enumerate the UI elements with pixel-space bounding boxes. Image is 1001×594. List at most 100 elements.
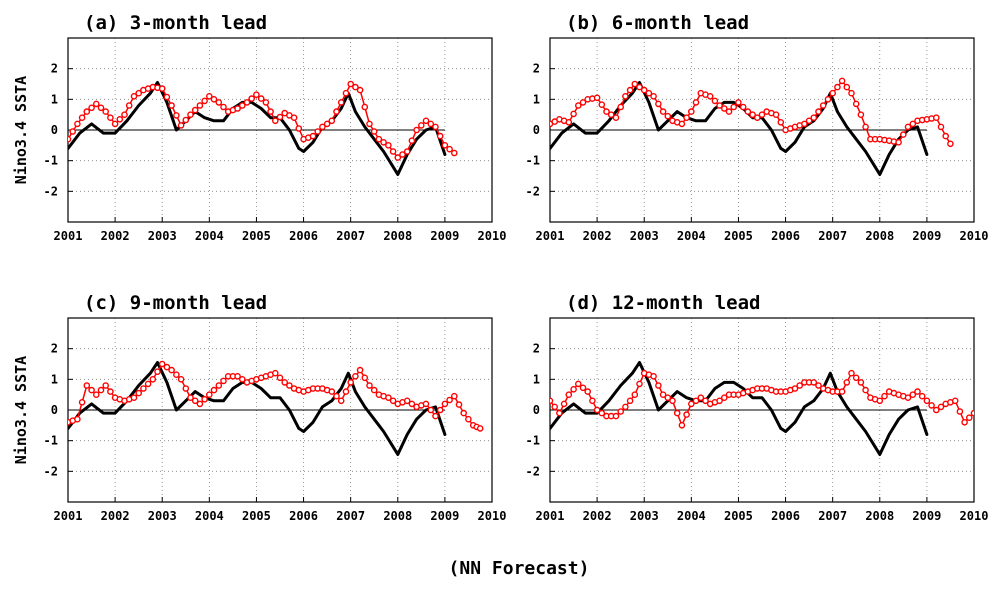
forecast-point	[182, 116, 190, 124]
forecast-point	[210, 96, 218, 103]
x-tick-label: 2007	[818, 509, 847, 523]
forecast-point	[716, 102, 723, 109]
forecast-point	[342, 89, 350, 97]
forecast-point	[598, 101, 606, 108]
panel-title: (c) 9-month lead	[84, 292, 267, 314]
observed-series-line	[68, 361, 447, 456]
x-tick-label: 2001	[536, 229, 565, 243]
y-axis-label: Nino3.4 SSTA	[12, 76, 30, 184]
forecast-point	[460, 409, 468, 417]
forecast-point	[441, 400, 449, 408]
x-tick-label: 2002	[101, 229, 130, 243]
forecast-point	[248, 95, 255, 102]
x-tick-label: 2001	[54, 509, 83, 523]
forecast-point	[68, 135, 72, 143]
forecast-point	[947, 140, 954, 148]
forecast-point	[465, 415, 472, 423]
forecast-point	[914, 388, 921, 395]
forecast-point	[721, 394, 728, 402]
x-tick-label: 2009	[430, 229, 459, 243]
forecast-point	[881, 392, 888, 400]
forecast-point	[683, 411, 690, 418]
forecast-point	[834, 83, 841, 91]
x-tick-label: 2010	[960, 229, 989, 243]
forecast-point	[650, 93, 657, 100]
forecast-point	[970, 409, 974, 417]
forecast-point	[551, 403, 559, 411]
forecast-point	[575, 102, 582, 109]
forecast-point	[838, 77, 846, 85]
forecast-point	[673, 409, 681, 417]
forecast-point	[579, 384, 587, 392]
forecast-point	[838, 388, 846, 395]
forecast-point	[116, 116, 124, 123]
forecast-point	[78, 398, 86, 406]
forecast-point	[612, 412, 620, 420]
forecast-point	[238, 375, 246, 383]
forecast-point	[356, 86, 364, 94]
forecast-point	[399, 151, 406, 158]
forecast-point	[711, 97, 719, 105]
forecast-point	[455, 401, 463, 408]
forecast-point	[857, 379, 865, 386]
forecast-point	[801, 120, 808, 128]
y-tick-label: 2	[533, 62, 540, 76]
panel-1: 2001 2002 2003 2004 2005 2006 2007 2008 2009 2010…	[526, 12, 989, 243]
forecast-point	[417, 122, 425, 129]
forecast-point	[257, 95, 265, 102]
forecast-point	[951, 397, 959, 405]
forecast-point	[655, 382, 662, 389]
x-tick-label: 2010	[960, 509, 989, 523]
forecast-point	[154, 368, 161, 376]
forecast-point	[791, 385, 799, 392]
y-tick-label: -2	[44, 184, 58, 198]
y-tick-label: 0	[51, 123, 58, 137]
x-tick-label: 2009	[430, 509, 459, 523]
forecast-point	[210, 386, 218, 394]
x-tick-label: 2003	[630, 509, 659, 523]
forecast-point	[253, 91, 260, 98]
forecast-point	[942, 132, 950, 140]
forecast-point	[158, 85, 166, 92]
forecast-point	[744, 108, 752, 115]
forecast-point	[342, 388, 350, 395]
forecast-point	[848, 89, 855, 97]
forecast-point	[102, 382, 109, 389]
forecast-point	[361, 374, 369, 382]
forecast-point	[163, 93, 171, 101]
forecast-point	[333, 392, 340, 400]
forecast-point	[187, 394, 194, 402]
forecast-point	[446, 145, 453, 153]
forecast-point	[385, 141, 392, 149]
forecast-point	[862, 123, 869, 131]
forecast-point	[215, 382, 223, 389]
forecast-point	[107, 114, 114, 121]
forecast-point	[408, 137, 416, 144]
forecast-point	[650, 372, 657, 380]
forecast-point	[403, 148, 411, 155]
forecast-point	[476, 425, 484, 432]
y-tick-label: -1	[44, 154, 58, 168]
x-tick-label: 2001	[54, 229, 83, 243]
forecast-point	[309, 132, 317, 140]
forecast-point	[380, 138, 387, 146]
panel-2: 2001 2002 2003 2004 2005 2006 2007 2008 2009 2010…	[12, 292, 506, 523]
forecast-point	[961, 418, 968, 426]
x-tick-label: 2004	[677, 509, 706, 523]
forecast-point	[262, 99, 270, 106]
forecast-point	[603, 108, 610, 115]
forecast-point	[234, 372, 241, 380]
forecast-point	[815, 382, 822, 389]
forecast-point	[196, 400, 204, 408]
x-tick-label: 2002	[101, 509, 130, 523]
x-tick-label: 2006	[289, 229, 318, 243]
forecast-point	[824, 96, 832, 103]
forecast-point	[205, 93, 213, 100]
forecast-point	[144, 380, 152, 388]
forecast-point	[626, 397, 634, 405]
forecast-point	[617, 408, 625, 415]
forecast-point	[370, 128, 378, 135]
forecast-point	[556, 409, 563, 417]
panel-title: (d) 12-month lead	[566, 292, 760, 314]
x-tick-label: 2008	[865, 229, 894, 243]
